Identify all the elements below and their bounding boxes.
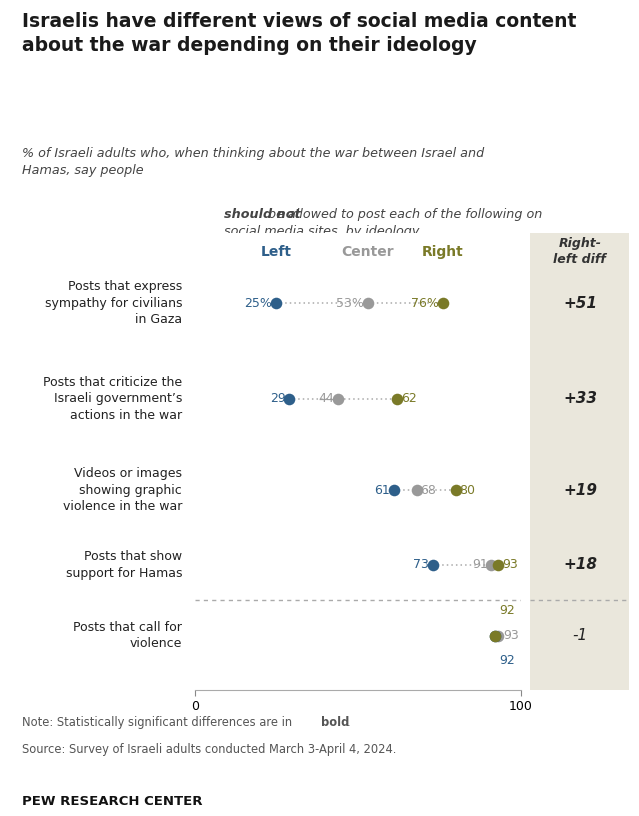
Text: Source: Survey of Israeli adults conducted March 3-April 4, 2024.: Source: Survey of Israeli adults conduct… (22, 743, 397, 756)
Text: 92: 92 (500, 604, 515, 617)
Text: 80: 80 (459, 484, 475, 497)
Text: .: . (346, 716, 350, 729)
Text: Left: Left (261, 245, 292, 259)
Text: +19: +19 (563, 482, 597, 498)
Text: PEW RESEARCH CENTER: PEW RESEARCH CENTER (22, 795, 203, 808)
Text: should not: should not (224, 207, 301, 220)
Text: Right-
left diff: Right- left diff (553, 237, 606, 266)
Text: 25%: 25% (245, 297, 272, 310)
Text: 73: 73 (413, 558, 429, 571)
Text: be allowed to post each of the following on
social media sites, by ideology: be allowed to post each of the following… (224, 207, 543, 237)
Text: 92: 92 (500, 654, 515, 667)
Text: 68: 68 (420, 484, 436, 497)
Text: bold: bold (321, 716, 350, 729)
Text: Posts that criticize the
Israeli government’s
actions in the war: Posts that criticize the Israeli governm… (43, 375, 182, 422)
Point (427, 558, 438, 571)
Text: Videos or images
showing graphic
violence in the war: Videos or images showing graphic violenc… (63, 467, 182, 513)
Text: 76%: 76% (411, 297, 438, 310)
Point (489, 629, 500, 642)
Point (271, 297, 281, 310)
Text: % of Israeli adults who, when thinking about the war between Israel and
Hamas, s: % of Israeli adults who, when thinking a… (22, 147, 484, 177)
Text: Israelis have different views of social media content
about the war depending on: Israelis have different views of social … (22, 12, 577, 55)
Point (284, 392, 295, 406)
Text: 62: 62 (401, 392, 417, 406)
Text: 91: 91 (472, 558, 488, 571)
Point (412, 484, 422, 497)
Text: 93: 93 (503, 629, 519, 642)
Text: Center: Center (341, 245, 394, 259)
Text: 93: 93 (502, 558, 518, 571)
Point (389, 484, 399, 497)
Point (362, 297, 373, 310)
Text: 61: 61 (374, 484, 390, 497)
Text: +33: +33 (563, 391, 597, 406)
Text: +18: +18 (563, 557, 597, 572)
Point (438, 297, 448, 310)
Text: +51: +51 (563, 295, 597, 311)
Point (392, 392, 402, 406)
Text: 44: 44 (319, 392, 334, 406)
Point (333, 392, 343, 406)
Text: -1: -1 (573, 628, 587, 643)
Text: Posts that express
sympathy for civilians
in Gaza: Posts that express sympathy for civilian… (45, 280, 182, 326)
Text: 29: 29 (270, 392, 286, 406)
Text: Right: Right (422, 245, 463, 259)
Point (450, 484, 461, 497)
Point (489, 629, 500, 642)
Text: Posts that call for
violence: Posts that call for violence (73, 621, 182, 650)
Text: Posts that show
support for Hamas: Posts that show support for Hamas (66, 550, 182, 579)
Text: Note: Statistically significant differences are in: Note: Statistically significant differen… (22, 716, 296, 729)
Text: 53%: 53% (336, 297, 364, 310)
Point (486, 558, 497, 571)
Point (493, 558, 503, 571)
Point (493, 629, 503, 642)
